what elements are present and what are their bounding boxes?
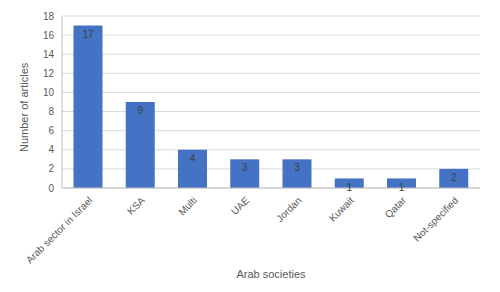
svg-text:4: 4	[190, 153, 196, 164]
svg-text:1: 1	[399, 182, 405, 193]
svg-text:Qatar: Qatar	[383, 194, 409, 220]
svg-text:Arab sector in Israel: Arab sector in Israel	[24, 195, 95, 266]
svg-text:Jordan: Jordan	[274, 195, 303, 224]
svg-text:Kuwait: Kuwait	[327, 195, 356, 224]
svg-text:14: 14	[43, 49, 55, 60]
svg-text:10: 10	[43, 87, 55, 98]
svg-text:Multi: Multi	[176, 195, 199, 218]
svg-text:18: 18	[43, 11, 55, 22]
svg-text:2: 2	[451, 172, 457, 183]
svg-text:3: 3	[242, 162, 248, 173]
svg-text:2: 2	[48, 163, 54, 174]
svg-text:9: 9	[137, 105, 143, 116]
svg-text:12: 12	[43, 68, 55, 79]
svg-text:4: 4	[48, 144, 54, 155]
svg-text:1: 1	[346, 182, 352, 193]
svg-text:16: 16	[43, 30, 55, 41]
svg-text:8: 8	[48, 106, 54, 117]
svg-text:0: 0	[48, 183, 54, 194]
svg-text:Number of articles: Number of articles	[18, 62, 30, 152]
svg-text:Not-specified: Not-specified	[411, 195, 460, 244]
svg-text:3: 3	[294, 162, 300, 173]
svg-text:17: 17	[82, 29, 94, 40]
svg-text:Arab societies: Arab societies	[236, 268, 306, 280]
svg-text:6: 6	[48, 125, 54, 136]
svg-text:UAE: UAE	[229, 194, 252, 217]
svg-text:KSA: KSA	[125, 194, 147, 216]
